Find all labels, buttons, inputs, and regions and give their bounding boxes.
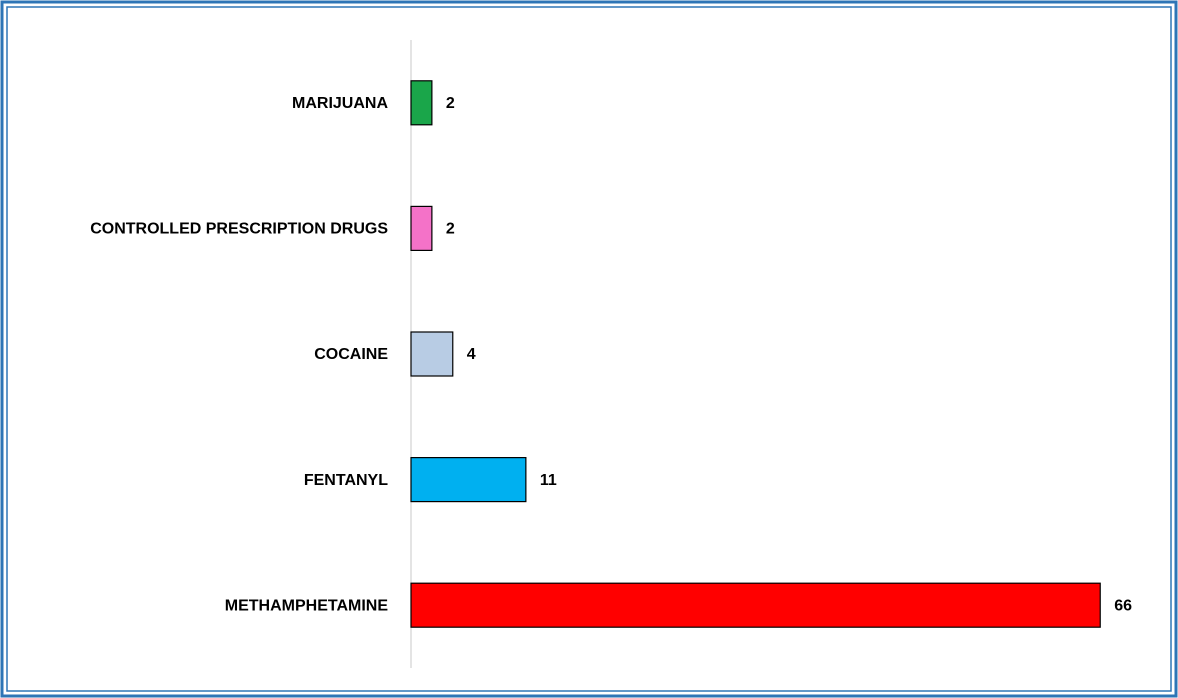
value-label: 2 — [446, 95, 455, 112]
category-label: CONTROLLED PRESCRIPTION DRUGS — [90, 221, 388, 238]
value-label: 66 — [1114, 597, 1132, 614]
category-label: COCAINE — [314, 346, 388, 363]
bar — [410, 457, 527, 503]
category-label: METHAMPHETAMINE — [225, 597, 389, 614]
value-label: 11 — [540, 472, 557, 489]
category-label: FENTANYL — [304, 472, 388, 489]
bar — [410, 331, 454, 377]
value-label: 4 — [467, 346, 476, 363]
bar — [410, 582, 1101, 628]
bar — [410, 205, 433, 251]
category-label: MARIJUANA — [292, 95, 388, 112]
value-label: 2 — [446, 221, 455, 238]
inner-border — [6, 6, 1172, 692]
bar — [410, 80, 433, 126]
